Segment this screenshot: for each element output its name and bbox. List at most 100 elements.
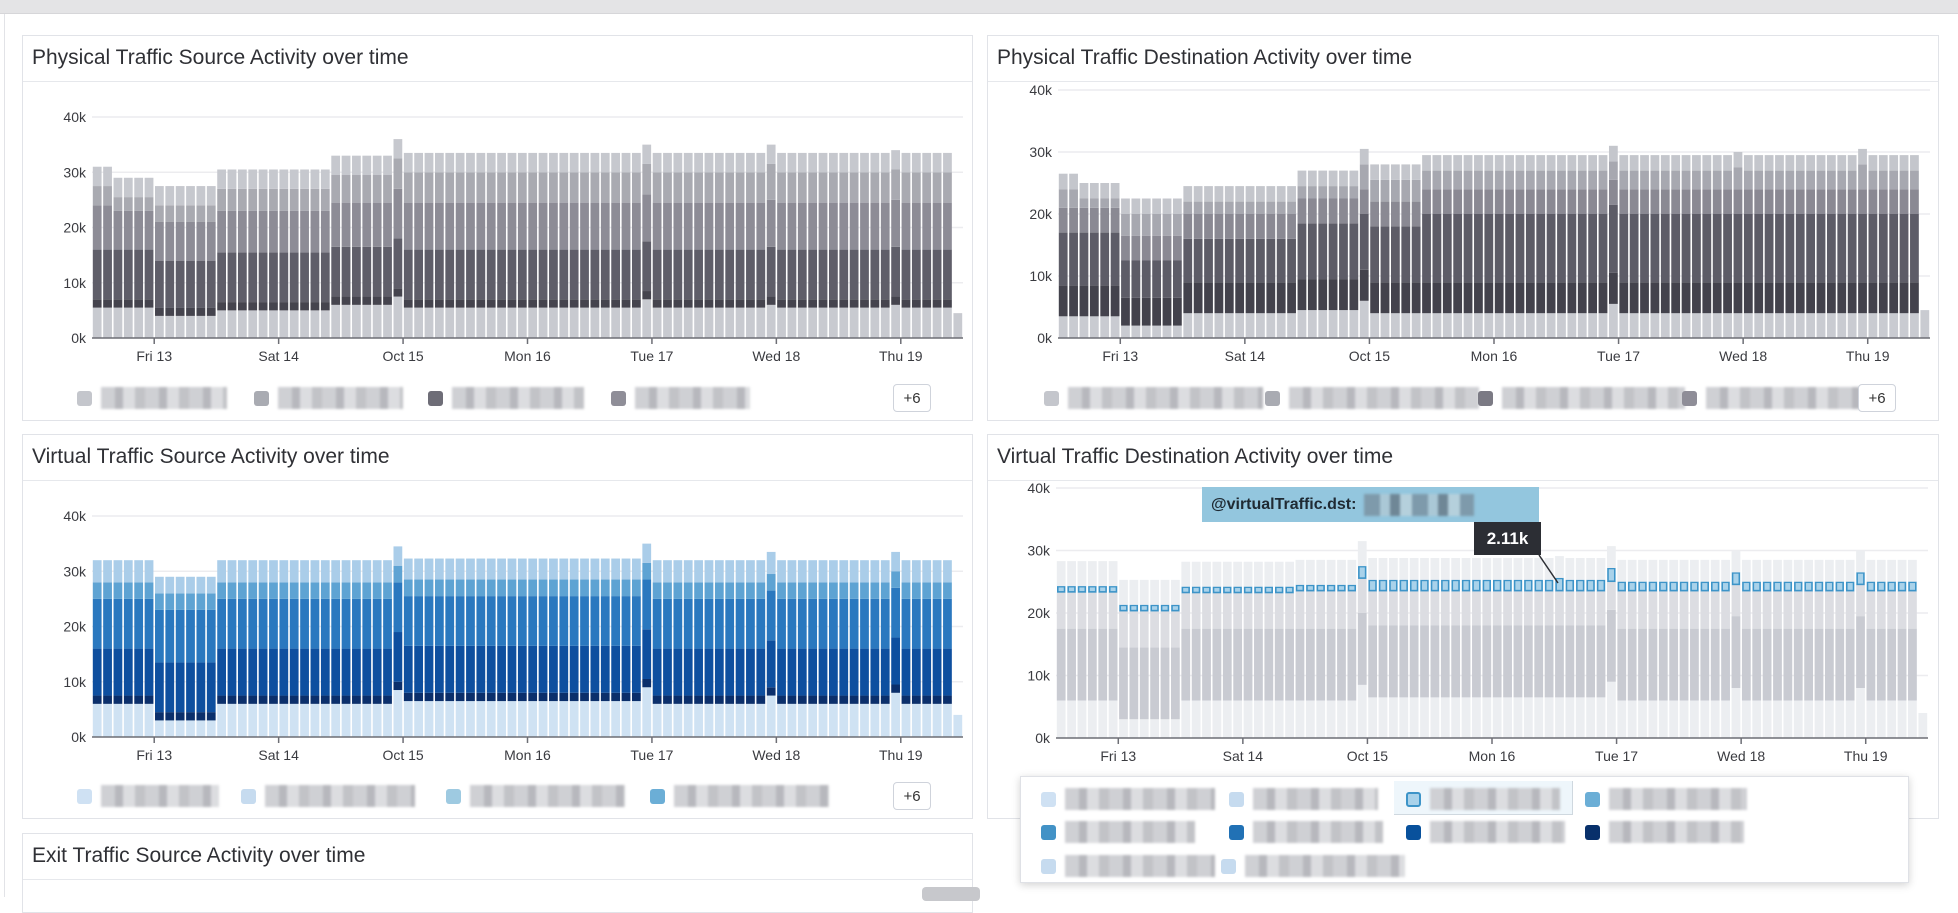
bar-segment[interactable] — [673, 172, 683, 203]
bar-segment[interactable] — [1337, 591, 1346, 629]
bar-segment[interactable] — [1121, 260, 1130, 298]
bar-segment[interactable] — [1069, 189, 1078, 208]
bar-segment[interactable] — [1494, 155, 1504, 171]
bar-segment[interactable] — [642, 194, 652, 242]
bar-segment[interactable] — [1326, 591, 1336, 629]
bar-segment[interactable] — [1305, 700, 1315, 739]
bar-segment[interactable] — [310, 169, 320, 189]
bar-segment[interactable] — [1712, 282, 1722, 314]
bar-segment[interactable] — [1162, 198, 1172, 215]
bar-segment[interactable] — [1370, 282, 1380, 314]
bar-segment[interactable] — [1119, 579, 1128, 605]
bar-segment[interactable] — [1202, 593, 1211, 629]
bar-segment[interactable] — [735, 172, 745, 203]
bar-segment[interactable] — [1515, 313, 1525, 338]
bar-segment[interactable] — [932, 172, 942, 203]
bar-segment[interactable] — [538, 701, 548, 737]
legend-item[interactable] — [1406, 787, 1560, 811]
bar-segment[interactable] — [1328, 186, 1338, 199]
bar-segment[interactable] — [403, 701, 413, 737]
bar-segment[interactable] — [849, 202, 859, 250]
bar-segment[interactable] — [1422, 170, 1431, 190]
bar-segment[interactable] — [818, 648, 828, 696]
bar-segment[interactable] — [891, 587, 900, 638]
bar-segment[interactable] — [1692, 189, 1701, 214]
bar-segment[interactable] — [1555, 625, 1564, 698]
bar-segment[interactable] — [1536, 170, 1546, 190]
bar-segment[interactable] — [1121, 235, 1130, 261]
bar-segment[interactable] — [341, 695, 351, 704]
bar-segment[interactable] — [1484, 155, 1494, 171]
bar-segment[interactable] — [1910, 170, 1919, 190]
bar-segment[interactable] — [538, 202, 548, 250]
bar-segment[interactable] — [165, 593, 175, 610]
highlighted-bar-segment[interactable] — [1773, 581, 1782, 592]
bar-segment[interactable] — [300, 598, 309, 649]
bar-segment[interactable] — [808, 299, 818, 308]
bar-segment[interactable] — [714, 249, 724, 300]
bar-segment[interactable] — [1357, 684, 1367, 738]
highlighted-bar-segment[interactable] — [1077, 585, 1087, 593]
bar-segment[interactable] — [1484, 170, 1494, 190]
bar-segment[interactable] — [1785, 155, 1795, 171]
bar-segment[interactable] — [1474, 282, 1483, 314]
bar-segment[interactable] — [569, 692, 579, 702]
bar-segment[interactable] — [1492, 697, 1502, 738]
bar-segment[interactable] — [1733, 152, 1743, 168]
bar-segment[interactable] — [943, 695, 952, 704]
bar-segment[interactable] — [1544, 558, 1554, 580]
bar-segment[interactable] — [797, 648, 807, 696]
bar-segment[interactable] — [1380, 179, 1390, 202]
bar-segment[interactable] — [227, 582, 237, 599]
highlighted-bar-segment[interactable] — [1866, 581, 1876, 592]
legend-item[interactable] — [77, 386, 227, 410]
bar-segment[interactable] — [155, 315, 164, 338]
bar-segment[interactable] — [424, 152, 434, 173]
bar-segment[interactable] — [787, 249, 797, 300]
bar-segment[interactable] — [725, 598, 735, 649]
bar-segment[interactable] — [746, 703, 755, 737]
bar-segment[interactable] — [932, 648, 942, 696]
bar-segment[interactable] — [1804, 591, 1814, 629]
highlighted-bar-segment[interactable] — [1088, 585, 1097, 593]
bar-segment[interactable] — [901, 648, 911, 696]
bar-segment[interactable] — [1202, 561, 1211, 587]
bar-segment[interactable] — [580, 249, 589, 300]
bar-segment[interactable] — [1503, 625, 1512, 698]
bar-segment[interactable] — [1627, 700, 1637, 739]
bar-segment[interactable] — [1432, 170, 1442, 190]
bar-segment[interactable] — [1087, 561, 1097, 587]
bar-segment[interactable] — [1307, 170, 1317, 187]
bar-segment[interactable] — [269, 582, 278, 599]
bar-segment[interactable] — [175, 662, 185, 713]
bar-segment[interactable] — [383, 202, 392, 247]
bar-segment[interactable] — [217, 582, 226, 599]
bar-segment[interactable] — [1287, 201, 1296, 214]
bar-segment[interactable] — [797, 560, 807, 583]
bar-segment[interactable] — [1557, 313, 1566, 338]
bar-segment[interactable] — [113, 695, 123, 704]
bar-segment[interactable] — [1598, 313, 1608, 338]
bar-segment[interactable] — [248, 310, 258, 338]
bar-segment[interactable] — [1204, 313, 1213, 338]
bar-segment[interactable] — [466, 645, 475, 693]
bar-segment[interactable] — [1515, 282, 1525, 314]
bar-segment[interactable] — [403, 579, 413, 597]
bar-segment[interactable] — [1648, 700, 1658, 739]
bar-segment[interactable] — [186, 260, 195, 308]
bar-segment[interactable] — [1889, 170, 1899, 190]
bar-segment[interactable] — [1100, 285, 1110, 317]
bar-segment[interactable] — [611, 579, 621, 597]
bar-segment[interactable] — [372, 175, 382, 203]
bar-segment[interactable] — [269, 598, 278, 649]
bar-segment[interactable] — [880, 560, 890, 583]
highlighted-bar-segment[interactable] — [1607, 567, 1616, 583]
bar-segment[interactable] — [1326, 700, 1336, 739]
bar-segment[interactable] — [1098, 561, 1108, 587]
highlighted-bar-segment[interactable] — [1700, 581, 1710, 592]
bar-segment[interactable] — [1577, 189, 1587, 214]
bar-segment[interactable] — [870, 249, 880, 300]
legend-item[interactable] — [1041, 787, 1215, 811]
bar-segment[interactable] — [1079, 207, 1089, 233]
bar-segment[interactable] — [580, 202, 589, 250]
